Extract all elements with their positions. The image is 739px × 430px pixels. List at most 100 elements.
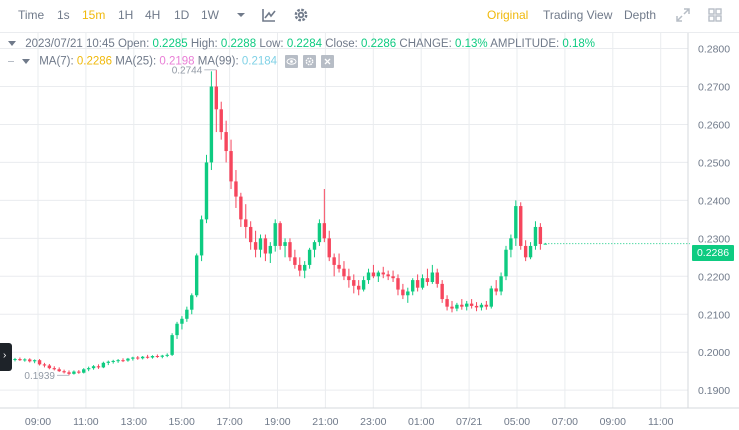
y-tick-label: 0.2100 [698,309,730,321]
candle-body [411,280,415,292]
close-icon[interactable] [321,55,335,68]
candle-body [445,299,449,307]
candle-body [396,278,400,290]
candle-body [386,274,390,277]
candle-body [469,303,474,306]
candle-body [204,162,209,220]
view-trading-view[interactable]: Trading View [543,8,613,22]
candlestick-chart[interactable]: 0.28000.27000.26000.25000.24000.23000.22… [0,33,739,430]
ohlc-legend: 2023/07/21 10:45 Open: 0.2285 High: 0.22… [8,38,595,50]
x-tick-label: 11:00 [648,416,674,428]
chevron-right-icon: › [3,350,7,361]
interval-1s[interactable]: 1s [57,8,70,22]
interval-1d[interactable]: 1D [174,8,190,22]
interval-1h[interactable]: 1H [118,8,134,22]
candle-body [523,245,528,258]
candle-body [499,276,503,292]
settings-gear-icon[interactable] [292,6,310,24]
y-tick-label: 0.2000 [698,347,730,359]
candle-body [126,358,130,361]
candle-body [42,364,47,366]
interval-15m[interactable]: 15m [82,8,106,22]
candle-body [96,366,101,368]
line-chart-icon[interactable] [260,6,278,24]
fullscreen-icon[interactable] [674,6,692,24]
candle-body [140,356,145,359]
candle-body [185,309,189,319]
candle-body [258,238,263,250]
view-depth[interactable]: Depth [624,8,657,22]
current-price-label: 0.2286 [692,245,734,261]
x-tick-label: 23:00 [360,416,386,428]
candle-body [317,223,322,243]
candle-body [312,242,317,250]
candle-body [150,356,155,358]
eye-icon[interactable] [285,55,299,68]
legend-high-label: High: [190,38,218,50]
side-panel-toggle[interactable]: › [0,343,12,371]
candle-body [381,272,385,275]
candle-body [28,359,32,362]
collapse-caret-icon[interactable] [22,59,30,64]
x-tick-label: 07:00 [552,416,578,428]
legend-close-value: 0.2286 [361,38,397,50]
candle-body [440,283,444,300]
candle-body [121,360,125,362]
legend-change-value: 0.13% [455,38,488,50]
candle-body [190,295,194,310]
candle-body [131,357,135,359]
y-tick-label: 0.2200 [698,271,730,283]
candle-body [460,304,464,307]
candle-body [420,278,425,288]
candle-body [116,360,120,362]
candle-body [32,360,37,362]
candle-body [366,272,371,281]
candle-body [111,360,115,362]
candle-body [376,272,381,277]
candle-body [199,219,204,256]
candle-body [219,109,223,133]
candle-body [180,318,184,324]
candle-body [283,242,287,246]
collapse-caret-icon[interactable] [8,41,16,47]
chevron-down-icon[interactable] [232,6,250,24]
candle-body [18,359,22,361]
candle-body [543,243,547,245]
candle-body [347,276,351,281]
high-annotation-label: 0.2744 [172,65,203,76]
grid-icon[interactable] [706,6,724,24]
view-original[interactable]: Original [487,8,529,22]
legend-ma7-label: MA(7): [39,55,74,68]
chart-background [0,33,739,430]
candle-body [484,304,489,307]
candle-body [298,264,302,271]
interval-1w[interactable]: 1W [201,8,219,22]
candle-body [145,356,150,358]
legend-ma99-value: 0.2184 [241,55,278,68]
x-tick-label: 17:00 [216,416,242,428]
legend-open-label: Open: [117,38,150,50]
candle-body [327,238,331,258]
candle-body [224,132,228,152]
candle-body [136,357,140,359]
x-tick-label: 09:00 [25,416,51,428]
interval-4h[interactable]: 4H [145,8,161,22]
candle-body [253,242,258,250]
candle-body [528,245,533,258]
candle-body [214,86,219,110]
time-label[interactable]: Time [18,8,45,22]
legend-change-label: CHANGE: [399,38,452,50]
legend-amplitude-value: 0.18% [562,38,596,50]
candle-body [474,305,479,308]
candle-body [62,371,66,373]
low-annotation-label: 0.1939 [24,371,55,382]
candle-body [322,223,327,239]
candle-body [435,272,439,284]
candle-body [160,355,164,357]
x-tick-label: 01:00 [408,416,434,428]
candle-body [352,280,356,286]
candle-body [72,371,76,374]
settings-icon[interactable] [303,55,317,68]
candle-body [332,257,336,265]
candle-body [307,249,312,265]
